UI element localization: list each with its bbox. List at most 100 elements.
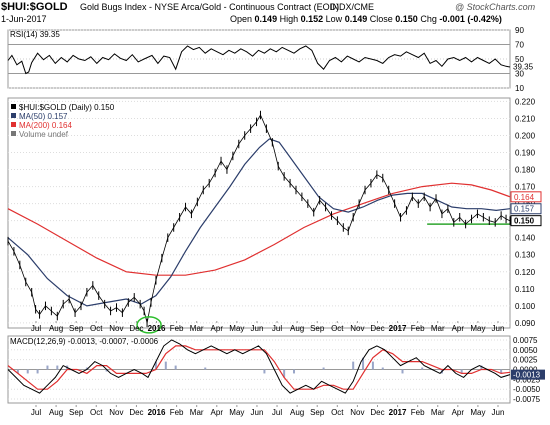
macd-y-tick: 0.0075 bbox=[513, 336, 538, 345]
price-y-tick: 0.120 bbox=[515, 268, 536, 277]
legend-entry: $HUI:$GOLD (Daily) 0.150 bbox=[19, 103, 115, 112]
price-y-tick: 0.210 bbox=[515, 114, 536, 123]
date-label: 1-Jun-2017 bbox=[1, 14, 47, 24]
rsi-y-tick: 50 bbox=[515, 55, 524, 64]
x-tick-label: May bbox=[229, 324, 244, 333]
x-tick-label: Sep bbox=[310, 324, 325, 333]
x-tick-label: Sep bbox=[310, 408, 325, 417]
rsi-legend: RSI(14) 39.35 bbox=[10, 30, 60, 39]
macd-y-tick: 0.0050 bbox=[513, 346, 538, 355]
x-tick-label: Apr bbox=[211, 408, 224, 417]
price-y-tick: 0.110 bbox=[515, 285, 535, 294]
x-tick-label: Mar bbox=[431, 408, 445, 417]
rsi-current-label: 39.35 bbox=[513, 63, 534, 72]
price-y-tick: 0.170 bbox=[515, 183, 536, 192]
x-tick-label: Oct bbox=[331, 324, 344, 333]
macd-histogram-bar bbox=[16, 369, 19, 374]
x-tick-label: Apr bbox=[211, 324, 224, 333]
macd-histogram-bar bbox=[283, 369, 286, 378]
symbol-label: $HUI:$GOLD bbox=[1, 1, 68, 13]
macd-y-tick: -0.0050 bbox=[513, 385, 541, 394]
price-label: 0.157 bbox=[514, 205, 535, 214]
rsi-series-line bbox=[7, 45, 511, 75]
high-label: High bbox=[279, 14, 299, 24]
x-tick-label: Sep bbox=[69, 324, 84, 333]
x-tick-label: Jul bbox=[272, 324, 282, 333]
x-tick-label: 2017 bbox=[389, 408, 407, 417]
macd-histogram-bar bbox=[500, 369, 503, 374]
price-label: 0.164 bbox=[514, 193, 535, 202]
price-y-tick: 0.090 bbox=[515, 319, 536, 328]
legend-swatch bbox=[11, 131, 16, 136]
macd-histogram-bar bbox=[352, 361, 355, 370]
macd-histogram-bar bbox=[46, 365, 49, 370]
x-tick-label: Jun bbox=[492, 324, 505, 333]
price-y-tick: 0.190 bbox=[515, 149, 536, 158]
x-tick-label: Dec bbox=[129, 408, 143, 417]
low-highlight-circle bbox=[136, 316, 162, 334]
x-tick-label: May bbox=[470, 324, 485, 333]
macd-histogram-bar bbox=[204, 367, 207, 370]
legend-swatch bbox=[11, 104, 16, 109]
macd-histogram-bar bbox=[322, 367, 325, 370]
macd-y-tick: -0.0025 bbox=[513, 375, 541, 384]
x-tick-label: Aug bbox=[290, 324, 304, 333]
legend-entry: Volume undef bbox=[19, 130, 69, 139]
macd-current-label: -0.0013 bbox=[513, 371, 541, 380]
x-tick-label: Nov bbox=[109, 408, 123, 417]
x-tick-label: May bbox=[470, 408, 485, 417]
ma50-line bbox=[7, 138, 511, 307]
x-tick-label: Nov bbox=[350, 324, 364, 333]
x-tick-label: Dec bbox=[129, 324, 143, 333]
watermark: @ StockCharts.com bbox=[455, 2, 536, 12]
price-label-box bbox=[510, 215, 542, 227]
macd-histogram-bar bbox=[480, 365, 483, 370]
macd-histogram-bar bbox=[381, 367, 384, 370]
price-y-tick: 0.130 bbox=[515, 251, 536, 260]
exchange-label: INDX/CME bbox=[330, 2, 375, 12]
x-tick-label: Mar bbox=[190, 408, 204, 417]
x-tick-label: Sep bbox=[69, 408, 84, 417]
close-label: Close bbox=[369, 14, 393, 24]
price-y-tick: 0.180 bbox=[515, 166, 536, 175]
price-y-tick: 0.220 bbox=[515, 97, 536, 106]
rsi-y-tick: 30 bbox=[515, 70, 524, 79]
macd-histogram-bar bbox=[401, 369, 404, 374]
macd-histogram-bar bbox=[293, 369, 296, 374]
macd-histogram-bar bbox=[362, 357, 365, 370]
x-tick-label: Jul bbox=[272, 408, 282, 417]
macd-legend: MACD(12,26,9) -0.0013, -0.0007, -0.0006 bbox=[10, 337, 159, 346]
x-tick-label: 2016 bbox=[148, 408, 166, 417]
x-tick-label: Jun bbox=[251, 324, 264, 333]
ohlc-readout: Open 0.149 High 0.152 Low 0.149 Close 0.… bbox=[230, 14, 502, 24]
rsi-frame bbox=[7, 29, 511, 89]
x-tick-label: Feb bbox=[170, 408, 184, 417]
chg-value: -0.001 (-0.42%) bbox=[439, 14, 502, 24]
high-value: 0.152 bbox=[300, 14, 324, 24]
macd-histogram-bar bbox=[56, 365, 59, 370]
macd-signal-line bbox=[7, 345, 511, 390]
x-tick-label: Jun bbox=[492, 408, 505, 417]
x-tick-label: Aug bbox=[49, 408, 63, 417]
ma200-line bbox=[7, 182, 511, 276]
x-tick-label: Feb bbox=[170, 324, 184, 333]
macd-histogram-bar bbox=[263, 369, 266, 374]
price-label-box bbox=[510, 203, 542, 215]
x-tick-label: Feb bbox=[411, 408, 425, 417]
price-y-tick: 0.200 bbox=[515, 131, 536, 140]
x-tick-label: Nov bbox=[350, 408, 364, 417]
legend-swatch bbox=[11, 113, 16, 118]
x-tick-label: Oct bbox=[331, 408, 344, 417]
open-label: Open bbox=[230, 14, 253, 24]
macd-histogram-bar bbox=[105, 369, 108, 372]
macd-histogram-bar bbox=[26, 369, 29, 374]
open-value: 0.149 bbox=[254, 14, 278, 24]
price-label: 0.150 bbox=[514, 217, 535, 226]
x-tick-label: Jul bbox=[31, 408, 41, 417]
x-tick-label: Nov bbox=[109, 324, 123, 333]
low-value: 0.149 bbox=[344, 14, 368, 24]
price-close-line bbox=[7, 114, 511, 323]
rsi-y-tick: 70 bbox=[515, 41, 524, 50]
x-tick-label: Aug bbox=[49, 324, 63, 333]
